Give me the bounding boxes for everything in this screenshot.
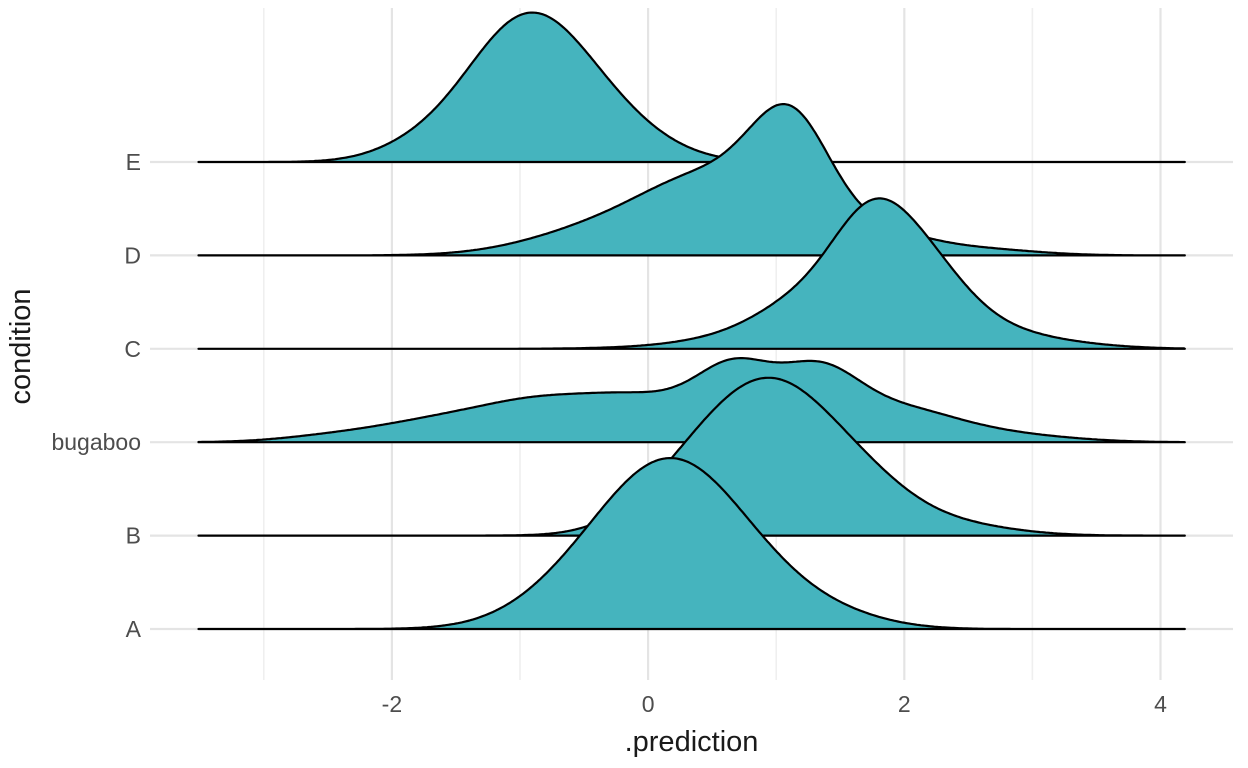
y-tick-label-D: D [124,242,141,268]
x-tick-label-0: 0 [642,691,655,717]
x-tick-label-2: 2 [898,691,911,717]
y-tick-label-bugaboo: bugaboo [51,429,141,455]
x-tick-label-4: 4 [1154,691,1167,717]
ridge-density-bugaboo [197,357,1186,444]
y-axis-title: condition [5,288,37,405]
x-axis-title: .prediction [624,726,759,758]
ridge-density-E [197,11,1186,164]
ridge-density-B [197,376,1186,537]
ridge-density-C [197,197,1186,350]
x-tick-label--2: -2 [382,691,402,717]
y-tick-label-B: B [126,523,141,549]
y-tick-label-C: C [124,336,141,362]
ridge-density-D [197,103,1186,257]
y-tick-label-A: A [126,616,142,642]
y-tick-label-E: E [126,149,141,175]
ridge-density-A [197,457,1186,631]
